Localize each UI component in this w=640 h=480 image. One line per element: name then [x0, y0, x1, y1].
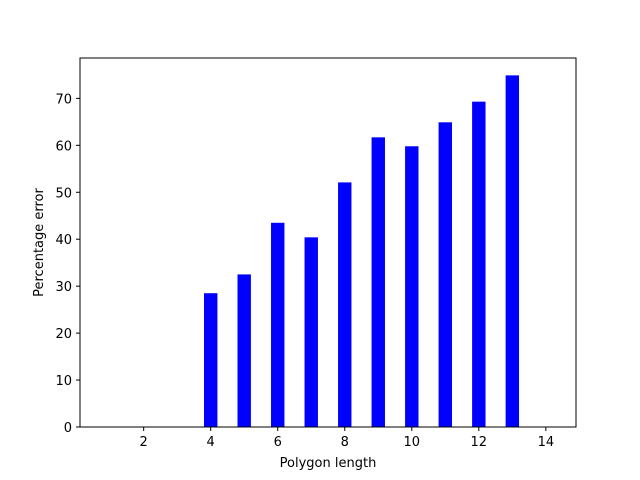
x-tick-label: 10 [404, 435, 421, 450]
bar-13 [505, 75, 520, 427]
bar-11 [438, 122, 452, 427]
bar-10 [405, 146, 419, 428]
bar-6 [271, 222, 285, 427]
x-tick-label: 2 [140, 435, 148, 450]
y-tick-label: 0 [64, 421, 72, 436]
bars-group [204, 75, 520, 428]
y-tick-label: 40 [55, 233, 72, 248]
x-tick-label: 8 [341, 435, 349, 450]
x-tick-label: 4 [207, 435, 215, 450]
bar-5 [237, 274, 251, 427]
bar-4 [204, 293, 218, 427]
x-axis-label: Polygon length [280, 456, 377, 471]
bar-9 [371, 137, 385, 427]
y-tick-label: 20 [55, 327, 72, 342]
y-tick-label: 50 [55, 186, 72, 201]
plot-frame [79, 57, 577, 428]
y-tick-label: 10 [55, 374, 72, 389]
x-tick-label: 6 [274, 435, 282, 450]
y-tick-label: 30 [55, 280, 72, 295]
x-tick-label: 14 [538, 435, 555, 450]
y-tick-label: 70 [55, 92, 72, 107]
bar-7 [304, 237, 318, 427]
x-axis-ticks: 2 4 6 8 10 12 14 [140, 427, 555, 450]
y-axis-ticks: 0 10 20 30 40 50 60 70 [55, 92, 80, 436]
bar-12 [472, 101, 486, 427]
bar-8 [338, 182, 352, 427]
y-tick-label: 60 [55, 139, 72, 154]
x-tick-label: 12 [471, 435, 488, 450]
y-axis-label: Percentage error [32, 187, 47, 296]
